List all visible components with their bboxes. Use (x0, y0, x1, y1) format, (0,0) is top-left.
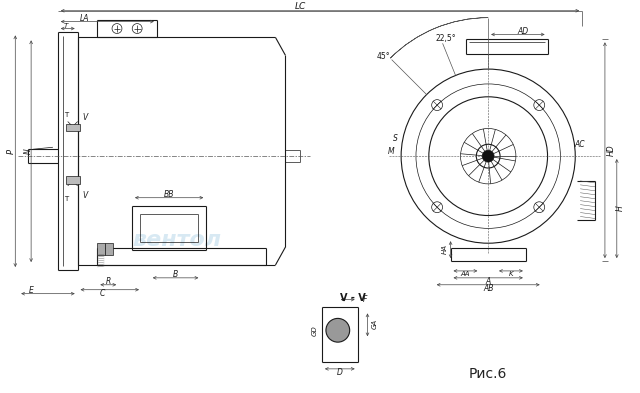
Text: AB: AB (483, 284, 493, 293)
Text: LC: LC (294, 2, 306, 11)
Bar (97, 243, 106, 255)
Text: Рис.6: Рис.6 (469, 367, 508, 381)
Text: M: M (388, 147, 394, 156)
Text: HA: HA (442, 244, 447, 254)
Text: BB: BB (163, 190, 174, 199)
Text: GA: GA (371, 319, 378, 329)
Bar (106, 243, 113, 255)
Text: T: T (63, 112, 68, 118)
Bar (66, 176, 79, 184)
Text: GD: GD (312, 325, 318, 336)
Text: AA: AA (461, 272, 470, 277)
Text: 22,5°: 22,5° (435, 34, 456, 43)
Text: B: B (173, 270, 178, 279)
Text: E: E (29, 286, 33, 295)
Text: H: H (616, 206, 625, 211)
Text: T: T (63, 196, 68, 202)
Text: LA: LA (80, 14, 90, 23)
Text: V - V: V - V (340, 293, 365, 303)
Text: P: P (7, 149, 16, 154)
Text: AD: AD (517, 26, 529, 35)
Text: C: C (100, 289, 105, 298)
Text: V: V (82, 113, 87, 122)
Text: D: D (337, 368, 343, 377)
Text: K: K (509, 272, 513, 277)
Text: S: S (393, 134, 397, 143)
Text: вентол: вентол (132, 230, 221, 250)
Text: R: R (106, 277, 111, 286)
Text: HD: HD (606, 144, 615, 156)
Bar (66, 123, 79, 131)
Circle shape (483, 150, 494, 162)
Text: N: N (24, 148, 33, 154)
Text: A: A (486, 277, 491, 286)
Text: F: F (362, 295, 367, 304)
Text: 45°: 45° (377, 52, 390, 61)
Circle shape (326, 318, 349, 342)
Text: V: V (82, 191, 87, 200)
Text: T: T (63, 22, 68, 29)
Text: AC: AC (575, 140, 586, 149)
